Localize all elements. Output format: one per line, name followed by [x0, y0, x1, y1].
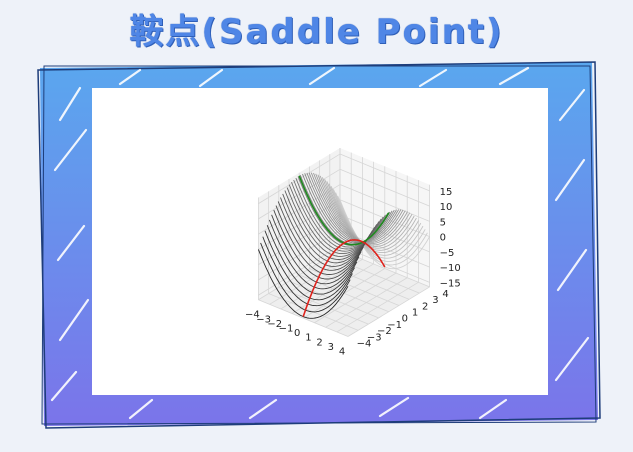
x-tick-label: −1 — [279, 324, 294, 335]
back-grid-line — [339, 153, 430, 192]
x-tick-label: −4 — [245, 310, 260, 321]
y-tick-label: −3 — [367, 332, 382, 343]
x-tick-label: 3 — [328, 342, 334, 353]
z-tick-label: −15 — [440, 278, 461, 289]
page-title: 鞍点(Saddle Point) — [129, 12, 504, 52]
x-tick-labels: −4−3−2−1 0 1 2 3 4 — [245, 310, 345, 358]
left-grid-line — [258, 214, 341, 265]
z-tick-label: 0 — [440, 233, 446, 244]
x-tick-label: 2 — [316, 337, 322, 348]
y-tick-label: 2 — [422, 301, 428, 312]
y-tick-label: 3 — [432, 295, 438, 306]
y-tick-label: 0 — [402, 314, 408, 325]
highlight-curves — [298, 175, 390, 317]
y-tick-label: −4 — [357, 339, 372, 350]
y-tick-label: 1 — [412, 308, 418, 319]
left-grid-line — [258, 199, 341, 250]
floor-grid-line — [339, 249, 430, 288]
red-curve — [302, 239, 386, 317]
z-tick-label: −5 — [440, 248, 455, 259]
z-tick-label: −10 — [440, 263, 461, 274]
y-tick-label: 4 — [442, 289, 448, 300]
back-grid-line — [339, 184, 430, 222]
x-tick-label: −2 — [267, 319, 282, 330]
floor-grid-line — [309, 268, 400, 306]
z-tick-label: 5 — [440, 217, 446, 228]
y-tick-label: −1 — [387, 320, 402, 331]
z-tick-label: 15 — [440, 187, 453, 198]
back-grid-line — [339, 168, 430, 207]
y-tick-label: −2 — [377, 326, 392, 337]
floor-grid-line — [329, 255, 420, 294]
plot-card: −4 −3 −2 −1 0 1 2 3 4 −4 −3 −2 −1 0 1 2 3 4 15 10 5 0 −5 −10−… — [92, 88, 548, 395]
x-tick-label: −3 — [256, 314, 271, 325]
left-grid-line — [258, 245, 341, 296]
x-tick-label: 0 — [294, 328, 300, 339]
floor-grid-line — [319, 262, 410, 300]
z-tick-labels: 15 10 5 0 −5 −10 −15 — [440, 187, 461, 290]
x-tick-label: 4 — [339, 347, 345, 358]
frame-streaks — [50, 66, 590, 420]
x-tick-label: 1 — [305, 333, 311, 344]
z-tick-label: 10 — [440, 202, 453, 213]
floor-grid-line — [258, 299, 349, 337]
frame-outline — [37, 61, 601, 429]
